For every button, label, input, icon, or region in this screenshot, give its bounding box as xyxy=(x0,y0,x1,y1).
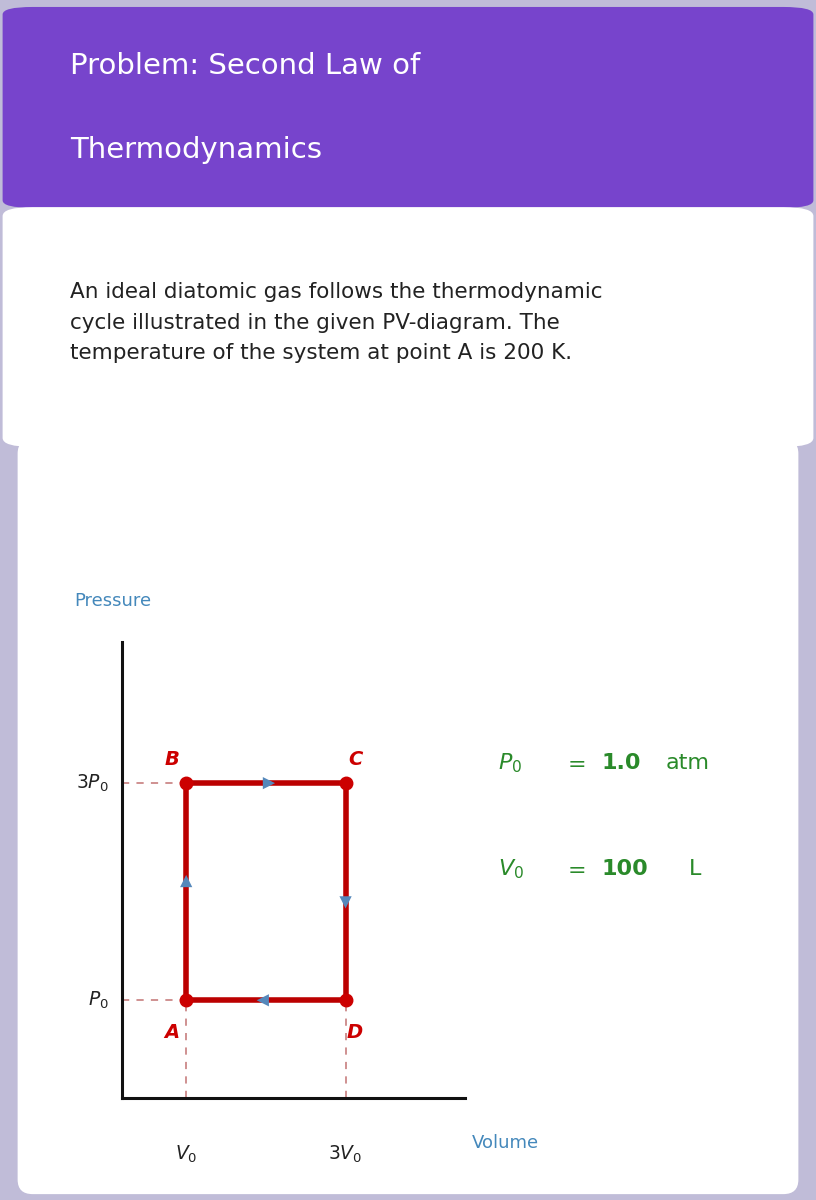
Text: C: C xyxy=(348,750,362,769)
Text: Volume: Volume xyxy=(472,1134,539,1152)
Text: Problem: Second Law of: Problem: Second Law of xyxy=(70,53,420,80)
Text: $3P_0$: $3P_0$ xyxy=(76,773,109,793)
FancyBboxPatch shape xyxy=(2,7,814,208)
Text: $P_0$: $P_0$ xyxy=(499,751,522,775)
Text: Thermodynamics: Thermodynamics xyxy=(70,136,322,164)
Text: $V_0$: $V_0$ xyxy=(499,857,525,881)
Text: $3V_0$: $3V_0$ xyxy=(328,1144,362,1165)
FancyBboxPatch shape xyxy=(2,208,814,446)
Text: 1.0: 1.0 xyxy=(601,754,641,773)
Text: $V_0$: $V_0$ xyxy=(175,1144,197,1165)
Text: 100: 100 xyxy=(601,859,648,878)
Text: $P_0$: $P_0$ xyxy=(88,990,109,1010)
FancyBboxPatch shape xyxy=(18,439,798,1194)
Text: D: D xyxy=(347,1024,363,1043)
Text: $=$: $=$ xyxy=(563,754,586,773)
Text: Pressure: Pressure xyxy=(74,592,152,610)
Text: An ideal diatomic gas follows the thermodynamic
cycle illustrated in the given P: An ideal diatomic gas follows the thermo… xyxy=(70,282,603,362)
Text: B: B xyxy=(164,750,180,769)
Text: L: L xyxy=(690,859,702,878)
Text: atm: atm xyxy=(666,754,710,773)
Text: A: A xyxy=(164,1024,180,1043)
Text: $=$: $=$ xyxy=(563,859,586,878)
